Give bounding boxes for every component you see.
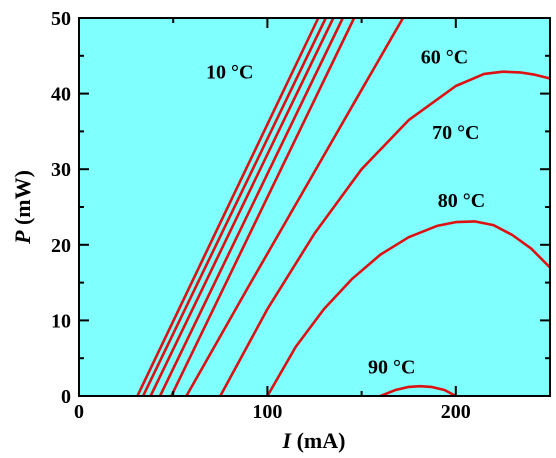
- y-tick-label: 50: [51, 8, 71, 30]
- curve-label: 10 °C: [206, 61, 253, 83]
- x-tick-label: 100: [252, 401, 282, 423]
- plot-background: [79, 18, 550, 396]
- series-line-3: [149, 17, 335, 397]
- y-tick-label: 0: [61, 386, 71, 408]
- series-line-9: [379, 384, 457, 398]
- series-line-5: [170, 17, 356, 397]
- series-line-7: [219, 70, 551, 397]
- series-line-6: [185, 17, 405, 397]
- x-axis-label-unit: (mA): [291, 428, 345, 453]
- x-axis-label-var: I: [282, 428, 293, 453]
- x-tick-label: 200: [441, 401, 471, 423]
- series-line-1: [136, 17, 320, 397]
- x-tick-label: 0: [74, 401, 84, 423]
- y-axis-label-unit: (mW): [10, 170, 35, 230]
- y-axis-label-var: P: [10, 230, 35, 245]
- y-tick-label: 10: [51, 310, 71, 332]
- curve-label: 90 °C: [368, 356, 415, 378]
- series-layer: [136, 17, 551, 398]
- ticks-layer: 0 100 200 0 10 20 30 40 50: [51, 8, 551, 423]
- y-axis-label: P (mW): [10, 170, 35, 245]
- y-tick-label: 20: [51, 235, 71, 257]
- annotations-layer: 10 °C 60 °C 70 °C 80 °C 90 °C: [206, 46, 485, 378]
- curve-label: 70 °C: [432, 122, 479, 144]
- series-line-4: [158, 17, 344, 397]
- series-line-2: [141, 17, 327, 397]
- y-tick-label: 40: [51, 84, 71, 106]
- curve-label: 60 °C: [421, 46, 468, 68]
- x-axis-label: I (mA): [282, 428, 346, 453]
- y-tick-label: 30: [51, 159, 71, 181]
- curve-label: 80 °C: [438, 190, 485, 212]
- series-line-8: [266, 220, 551, 397]
